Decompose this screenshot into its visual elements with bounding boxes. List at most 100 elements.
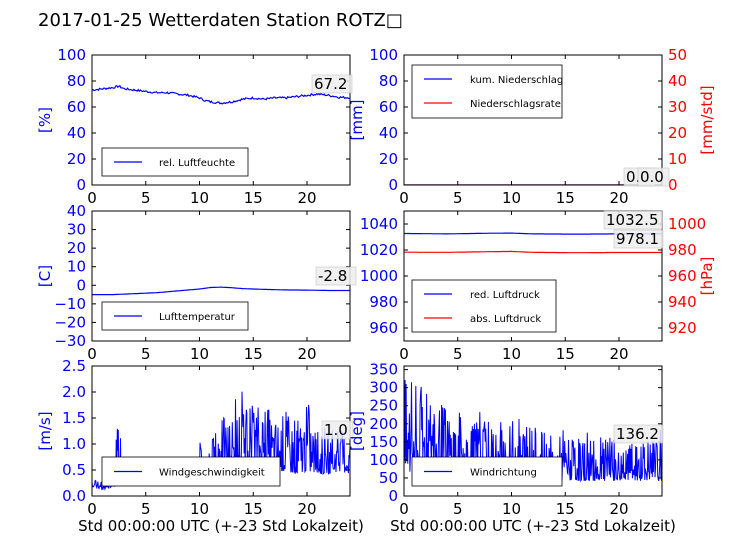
y-tick-label: 1.5 <box>62 409 86 427</box>
y-tick-label: 60 <box>379 98 398 116</box>
y-tick-label: 2.0 <box>62 383 86 401</box>
x-tick-label: 10 <box>502 345 521 363</box>
y-tick-label: 350 <box>369 361 398 379</box>
x-tick-label: 0 <box>87 500 97 518</box>
series-line <box>404 250 662 254</box>
x-tick-label: 5 <box>453 500 463 518</box>
y2-tick-label: 30 <box>668 98 687 116</box>
y-tick-label: −20 <box>54 313 86 331</box>
x-tick-label: 5 <box>453 189 463 207</box>
y-tick-label: 0.5 <box>62 461 86 479</box>
y-tick-label: 0 <box>388 487 398 505</box>
x-tick-label: 5 <box>141 500 151 518</box>
panel-2: 0 5 10 15 20 0 20 40 60 80 100 0 10 20 30 40 50 [mm/std] [… <box>348 46 716 207</box>
y2-tick-label: 10 <box>668 150 687 168</box>
x-tick-label: 20 <box>297 189 316 207</box>
y-tick-label: 250 <box>369 397 398 415</box>
x-tick-label: 15 <box>556 189 575 207</box>
series-line <box>92 286 350 296</box>
x-tick-label: 0 <box>87 189 97 207</box>
y-tick-label: 100 <box>369 46 398 64</box>
legend-label: rel. Luftfeuchte <box>159 158 235 169</box>
y-tick-label: 100 <box>57 46 86 64</box>
y-tick-label: 960 <box>369 319 398 337</box>
y-tick-label: 50 <box>379 469 398 487</box>
y2-tick-label: 920 <box>668 319 697 337</box>
figure-title: 2017-01-25 Wetterdaten Station ROTZ□ <box>38 10 403 31</box>
x-tick-label: 0 <box>399 189 409 207</box>
x-tick-label: 15 <box>244 500 263 518</box>
panel-4: 0 5 10 15 20 960 980 1000 1020 1040 920 940 960 980 10… <box>360 210 716 363</box>
y-tick-label: 1020 <box>360 241 398 259</box>
y-tick-label: 100 <box>369 451 398 469</box>
value-annotation: 0.0 <box>637 167 670 187</box>
annotation-text: 0.0 <box>640 168 664 186</box>
annotation-box <box>613 424 664 444</box>
y-tick-label: 80 <box>379 72 398 90</box>
y2-tick-label: 20 <box>668 124 687 142</box>
annotation-text: 136.2 <box>616 425 659 443</box>
legend: Windrichtung <box>411 456 563 487</box>
x-tick-label: 20 <box>297 345 316 363</box>
annotation-text: 67.2 <box>314 75 347 93</box>
y-tick-label: −10 <box>54 295 86 313</box>
y-axis-label: [mm] <box>348 100 366 141</box>
plot-area <box>92 286 350 296</box>
y-tick-label: 20 <box>379 150 398 168</box>
y-tick-label: −30 <box>54 332 86 350</box>
y-tick-label: 200 <box>369 415 398 433</box>
y2-axis-label: [mm/std] <box>698 85 716 154</box>
x-tick-label: 10 <box>190 189 209 207</box>
y-tick-label: 0.0 <box>62 487 86 505</box>
x-axis-label: Std 00:00:00 UTC (+-23 Std Lokalzeit) <box>78 517 364 535</box>
y2-tick-label: 960 <box>668 267 697 285</box>
x-tick-label: 0 <box>399 500 409 518</box>
y-axis-label: [C] <box>36 265 54 287</box>
y-tick-label: 20 <box>67 150 86 168</box>
legend-label: red. Luftdruck <box>470 290 540 301</box>
y-tick-label: 1.0 <box>62 435 86 453</box>
panel-3: 0 5 10 15 20−30−20−10010203040[C]Lufttempera… <box>36 202 357 363</box>
x-tick-label: 10 <box>502 189 521 207</box>
x-tick-label: 20 <box>297 500 316 518</box>
value-annotation: 67.2 <box>311 74 353 94</box>
y2-axis-label: [hPa] <box>698 257 716 296</box>
legend-label: Windrichtung <box>470 468 537 479</box>
value-annotation: -2.8 <box>315 266 357 286</box>
x-tick-label: 5 <box>453 345 463 363</box>
value-annotation: 1.0 <box>321 420 354 440</box>
y-tick-label: 60 <box>67 98 86 116</box>
y-tick-label: 1000 <box>360 267 398 285</box>
annotation-text: 1032.5 <box>606 211 659 229</box>
annotation-text: 1.0 <box>324 421 348 439</box>
legend-box <box>101 301 249 331</box>
y-tick-label: 300 <box>369 379 398 397</box>
legend-label: Windgeschwindigkeit <box>159 468 265 479</box>
series-line <box>92 84 350 105</box>
y-tick-label: 1040 <box>360 215 398 233</box>
y-tick-label: 150 <box>369 433 398 451</box>
x-tick-label: 10 <box>190 500 209 518</box>
y2-tick-label: 940 <box>668 293 697 311</box>
x-tick-label: 15 <box>244 345 263 363</box>
x-tick-label: 20 <box>609 500 628 518</box>
legend: kum. Niederschlag Niederschlagsrate <box>411 64 563 119</box>
axes-frame <box>91 54 351 186</box>
x-tick-label: 15 <box>244 189 263 207</box>
y-axis-label: [%] <box>36 107 54 133</box>
x-axis-label: Std 00:00:00 UTC (+-23 Std Lokalzeit) <box>390 517 676 535</box>
legend: rel. Luftfeuchte <box>101 147 249 177</box>
value-annotation: 978.1 <box>613 229 664 249</box>
x-tick-label: 0 <box>87 345 97 363</box>
x-tick-label: 15 <box>556 500 575 518</box>
y-tick-label: 10 <box>67 258 86 276</box>
value-annotation: 1032.5 <box>603 210 663 230</box>
y-tick-label: 0 <box>76 176 86 194</box>
y-tick-label: 0 <box>388 176 398 194</box>
value-annotation: 136.2 <box>613 424 664 444</box>
annotation-text: 978.1 <box>616 230 659 248</box>
y-tick-label: 980 <box>369 293 398 311</box>
y2-tick-label: 50 <box>668 46 687 64</box>
